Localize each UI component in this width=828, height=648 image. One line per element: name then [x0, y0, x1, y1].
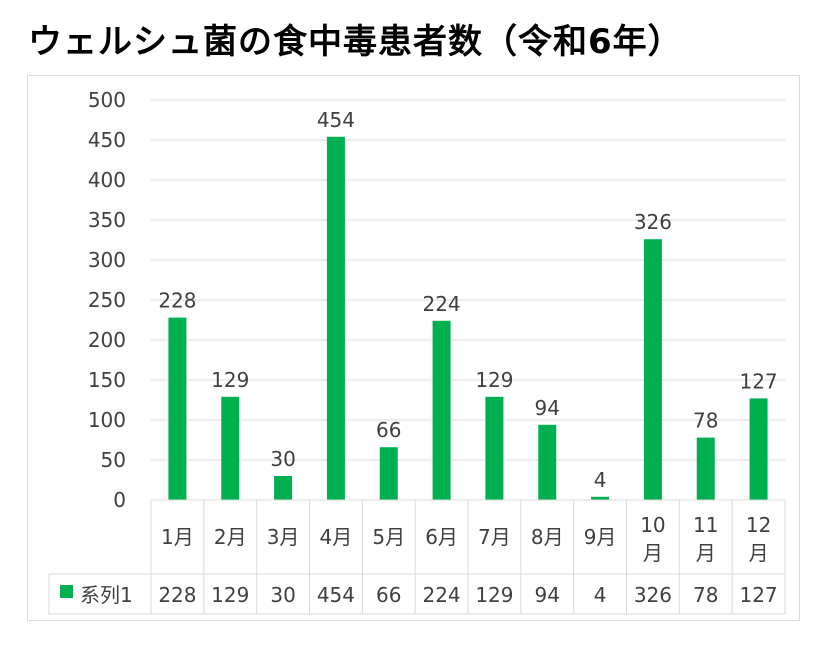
table-value: 454 — [317, 583, 355, 607]
y-tick-label: 250 — [88, 288, 126, 312]
bar — [485, 396, 504, 500]
category-label: 7月 — [478, 525, 511, 549]
legend-label: 系列1 — [80, 583, 133, 607]
y-tick-label: 500 — [88, 88, 126, 112]
y-tick-label: 50 — [101, 448, 126, 472]
bar — [643, 239, 662, 500]
data-label: 454 — [317, 108, 355, 132]
table-value: 127 — [739, 583, 777, 607]
y-tick-label: 0 — [113, 488, 126, 512]
category-label: 3月 — [267, 525, 300, 549]
table-value: 224 — [422, 583, 460, 607]
table-value: 4 — [594, 583, 607, 607]
bar — [274, 476, 293, 500]
bar — [696, 437, 715, 500]
data-label: 94 — [535, 396, 560, 420]
bar — [379, 447, 398, 500]
bar — [168, 317, 187, 500]
bar-chart: 0501001502002503003504004505002281293045… — [48, 88, 786, 615]
table-value: 94 — [535, 583, 560, 607]
data-label: 228 — [158, 289, 196, 313]
table-value: 78 — [693, 583, 718, 607]
data-label: 129 — [475, 368, 513, 392]
data-label: 66 — [376, 418, 401, 442]
chart-title: ウェルシュ菌の食中毒患者数（令和6年） — [28, 22, 683, 62]
table-value: 66 — [376, 583, 401, 607]
category-label: 11 月 — [693, 513, 718, 565]
bar — [749, 398, 768, 500]
bar — [326, 136, 345, 501]
y-tick-label: 400 — [88, 168, 126, 192]
y-tick-label: 350 — [88, 208, 126, 232]
table-value: 129 — [475, 583, 513, 607]
category-label: 2月 — [214, 525, 247, 549]
category-label: 6月 — [425, 525, 458, 549]
table-value: 326 — [634, 583, 672, 607]
bar — [221, 396, 240, 500]
chart-area: 0 50 100 150 200 250 300 350 400 450 500 228 129 30 45… — [27, 75, 800, 621]
bar — [538, 424, 557, 500]
category-label: 4月 — [320, 525, 353, 549]
category-label: 9月 — [584, 525, 617, 549]
category-label: 1月 — [161, 525, 194, 549]
category-label: 10 月 — [640, 513, 665, 565]
data-label: 78 — [693, 409, 718, 433]
y-tick-label: 150 — [88, 368, 126, 392]
table-value: 129 — [211, 583, 249, 607]
y-tick-label: 300 — [88, 248, 126, 272]
y-tick-label: 100 — [88, 408, 126, 432]
bar — [591, 496, 610, 500]
category-label: 12 月 — [746, 513, 771, 565]
data-label: 129 — [211, 368, 249, 392]
bar — [432, 320, 451, 500]
legend-swatch — [60, 585, 73, 598]
y-tick-label: 200 — [88, 328, 126, 352]
category-label: 8月 — [531, 525, 564, 549]
data-label: 30 — [270, 447, 295, 471]
data-label: 326 — [634, 210, 672, 234]
table-value: 228 — [158, 583, 196, 607]
data-label: 127 — [739, 369, 777, 393]
y-tick-label: 450 — [88, 128, 126, 152]
table-value: 30 — [270, 583, 295, 607]
data-label: 4 — [594, 468, 607, 492]
category-label: 5月 — [372, 525, 405, 549]
data-label: 224 — [422, 292, 460, 316]
